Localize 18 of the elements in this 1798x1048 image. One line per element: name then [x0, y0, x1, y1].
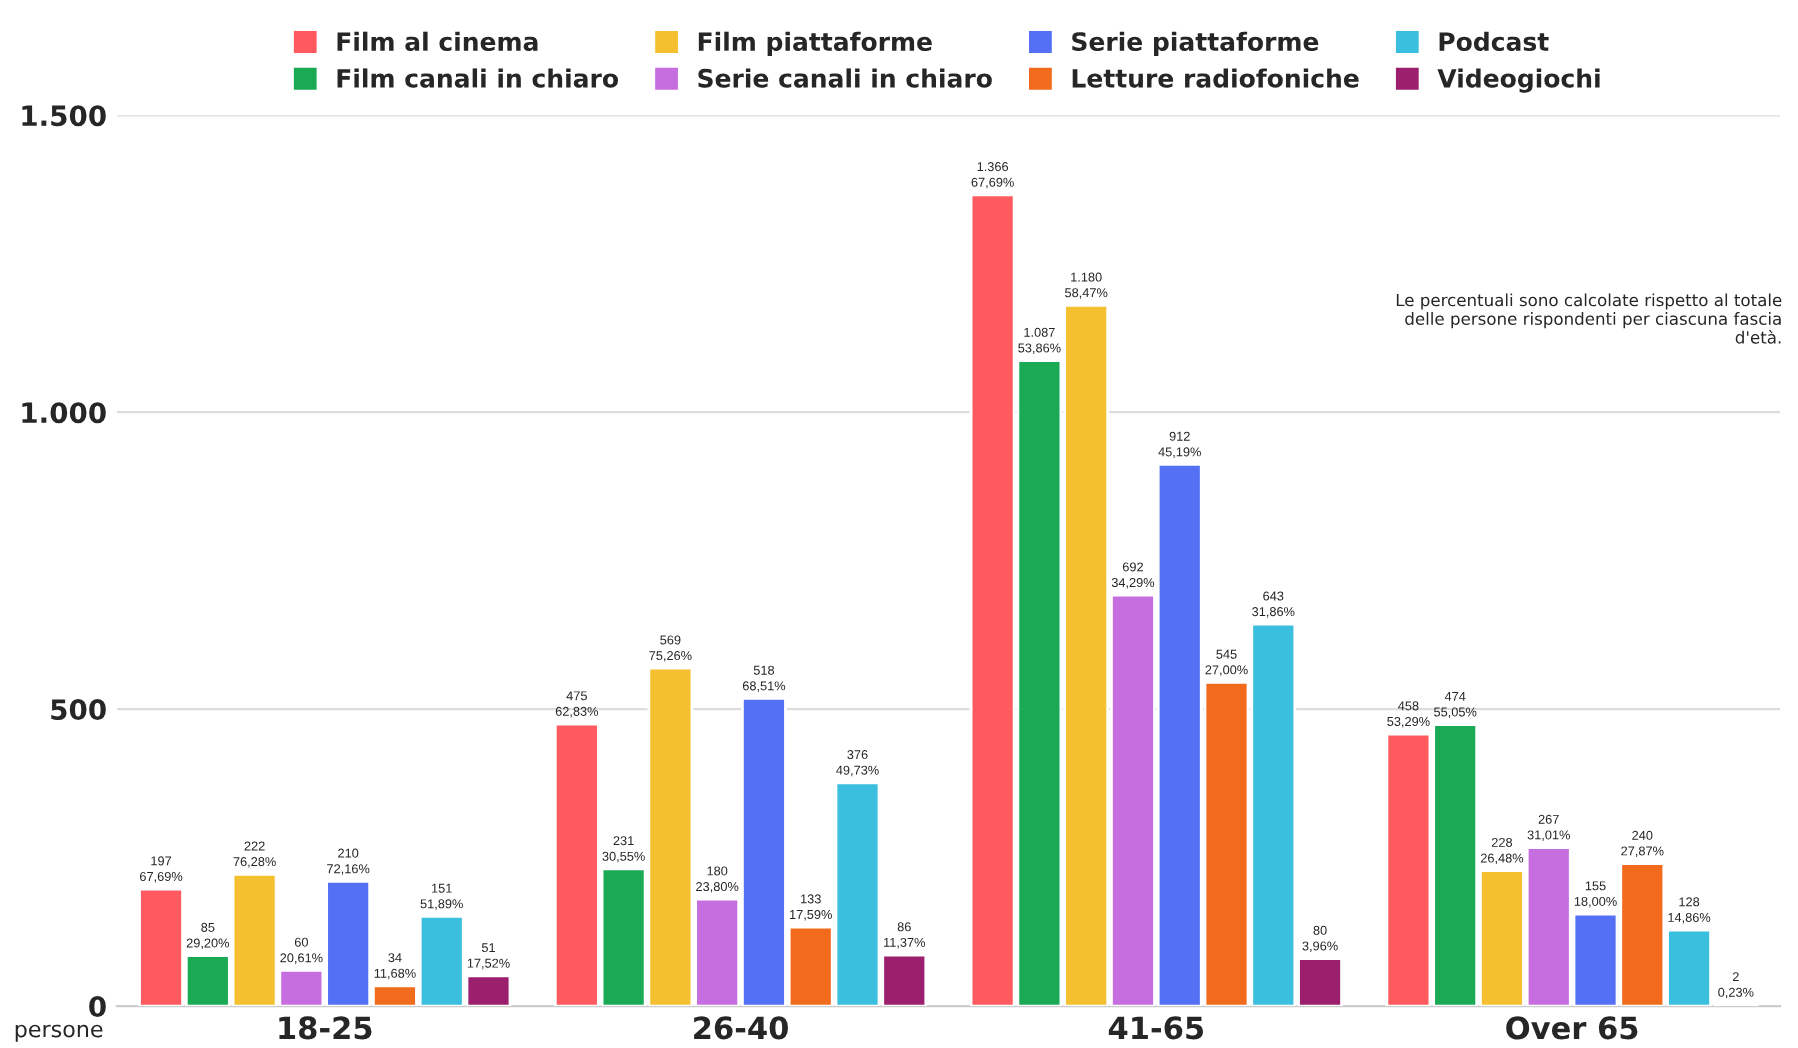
legend-label: Letture radiofoniche [1072, 68, 1359, 88]
x-tick-label: 26-40 [694, 1016, 788, 1040]
y-tick-label: 0 [89, 996, 106, 1018]
y-tick-label: 500 [51, 699, 106, 721]
legend-label: Film al cinema [337, 31, 538, 52]
x-tick-label: 18-25 [279, 1016, 372, 1040]
x-tick-label: 41-65 [1108, 1016, 1204, 1040]
legend-label: Film piattaforme [698, 31, 932, 56]
annotation: Le percentuali sono calcolate rispetto al totale delle persone rispondenti per ciascuna fascia d'età. [1396, 293, 1782, 344]
x-tick-label: Over 65 [1506, 1016, 1638, 1040]
legend-label: Podcast [1439, 31, 1549, 52]
legend-label: Film canali in chiaro [337, 68, 618, 88]
legend-label: Serie canali in chiaro [698, 68, 992, 88]
y-tick-label: 1.000 [22, 402, 106, 424]
y-tick-label: 1.500 [22, 105, 106, 127]
legend-label: Serie piattaforme [1072, 31, 1319, 56]
legend-label: Videogiochi [1437, 68, 1600, 93]
y-axis-title: persone [15, 1024, 103, 1042]
